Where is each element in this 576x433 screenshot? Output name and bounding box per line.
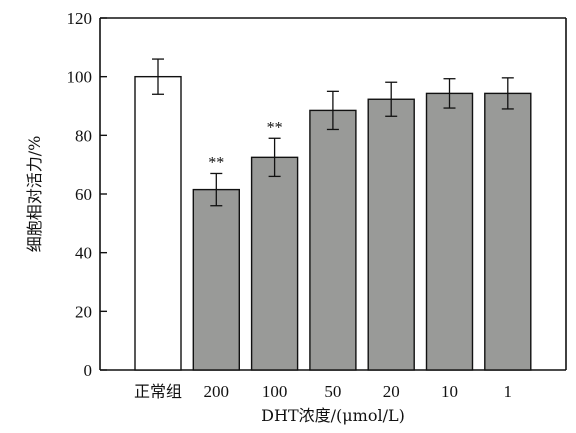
bar <box>250 156 299 371</box>
x-tick-label: 正常组 <box>134 382 182 401</box>
y-tick-label: 40 <box>75 244 92 263</box>
y-tick-label: 80 <box>75 126 92 145</box>
y-tick-label: 60 <box>75 185 92 204</box>
bar <box>484 92 532 371</box>
y-tick-label: 120 <box>67 9 93 28</box>
y-axis-title: 细胞相对活力/% <box>25 136 44 253</box>
x-tick-label: 50 <box>324 382 341 401</box>
x-tick-label: 10 <box>441 382 458 401</box>
bar <box>367 98 415 371</box>
significance-label: ** <box>208 154 224 171</box>
bar <box>425 92 474 371</box>
bar <box>309 109 357 371</box>
bar <box>192 188 241 371</box>
significance-label: ** <box>267 119 283 136</box>
bars <box>134 58 532 371</box>
labels: 0 20 40 60 80 100 120 正常组 200 ** 100 ** 50 20 10 1 <box>67 9 513 401</box>
x-axis-title: DHT浓度/(μmol/L) <box>261 406 405 425</box>
x-tick-label: 100 <box>262 382 288 401</box>
y-tick-label: 100 <box>67 68 93 87</box>
y-tick-label: 20 <box>75 302 92 321</box>
x-tick-label: 20 <box>383 382 400 401</box>
y-tick-label: 0 <box>84 361 93 380</box>
bar <box>134 75 182 371</box>
x-tick-label: 1 <box>504 382 513 401</box>
x-tick-label: 200 <box>204 382 230 401</box>
